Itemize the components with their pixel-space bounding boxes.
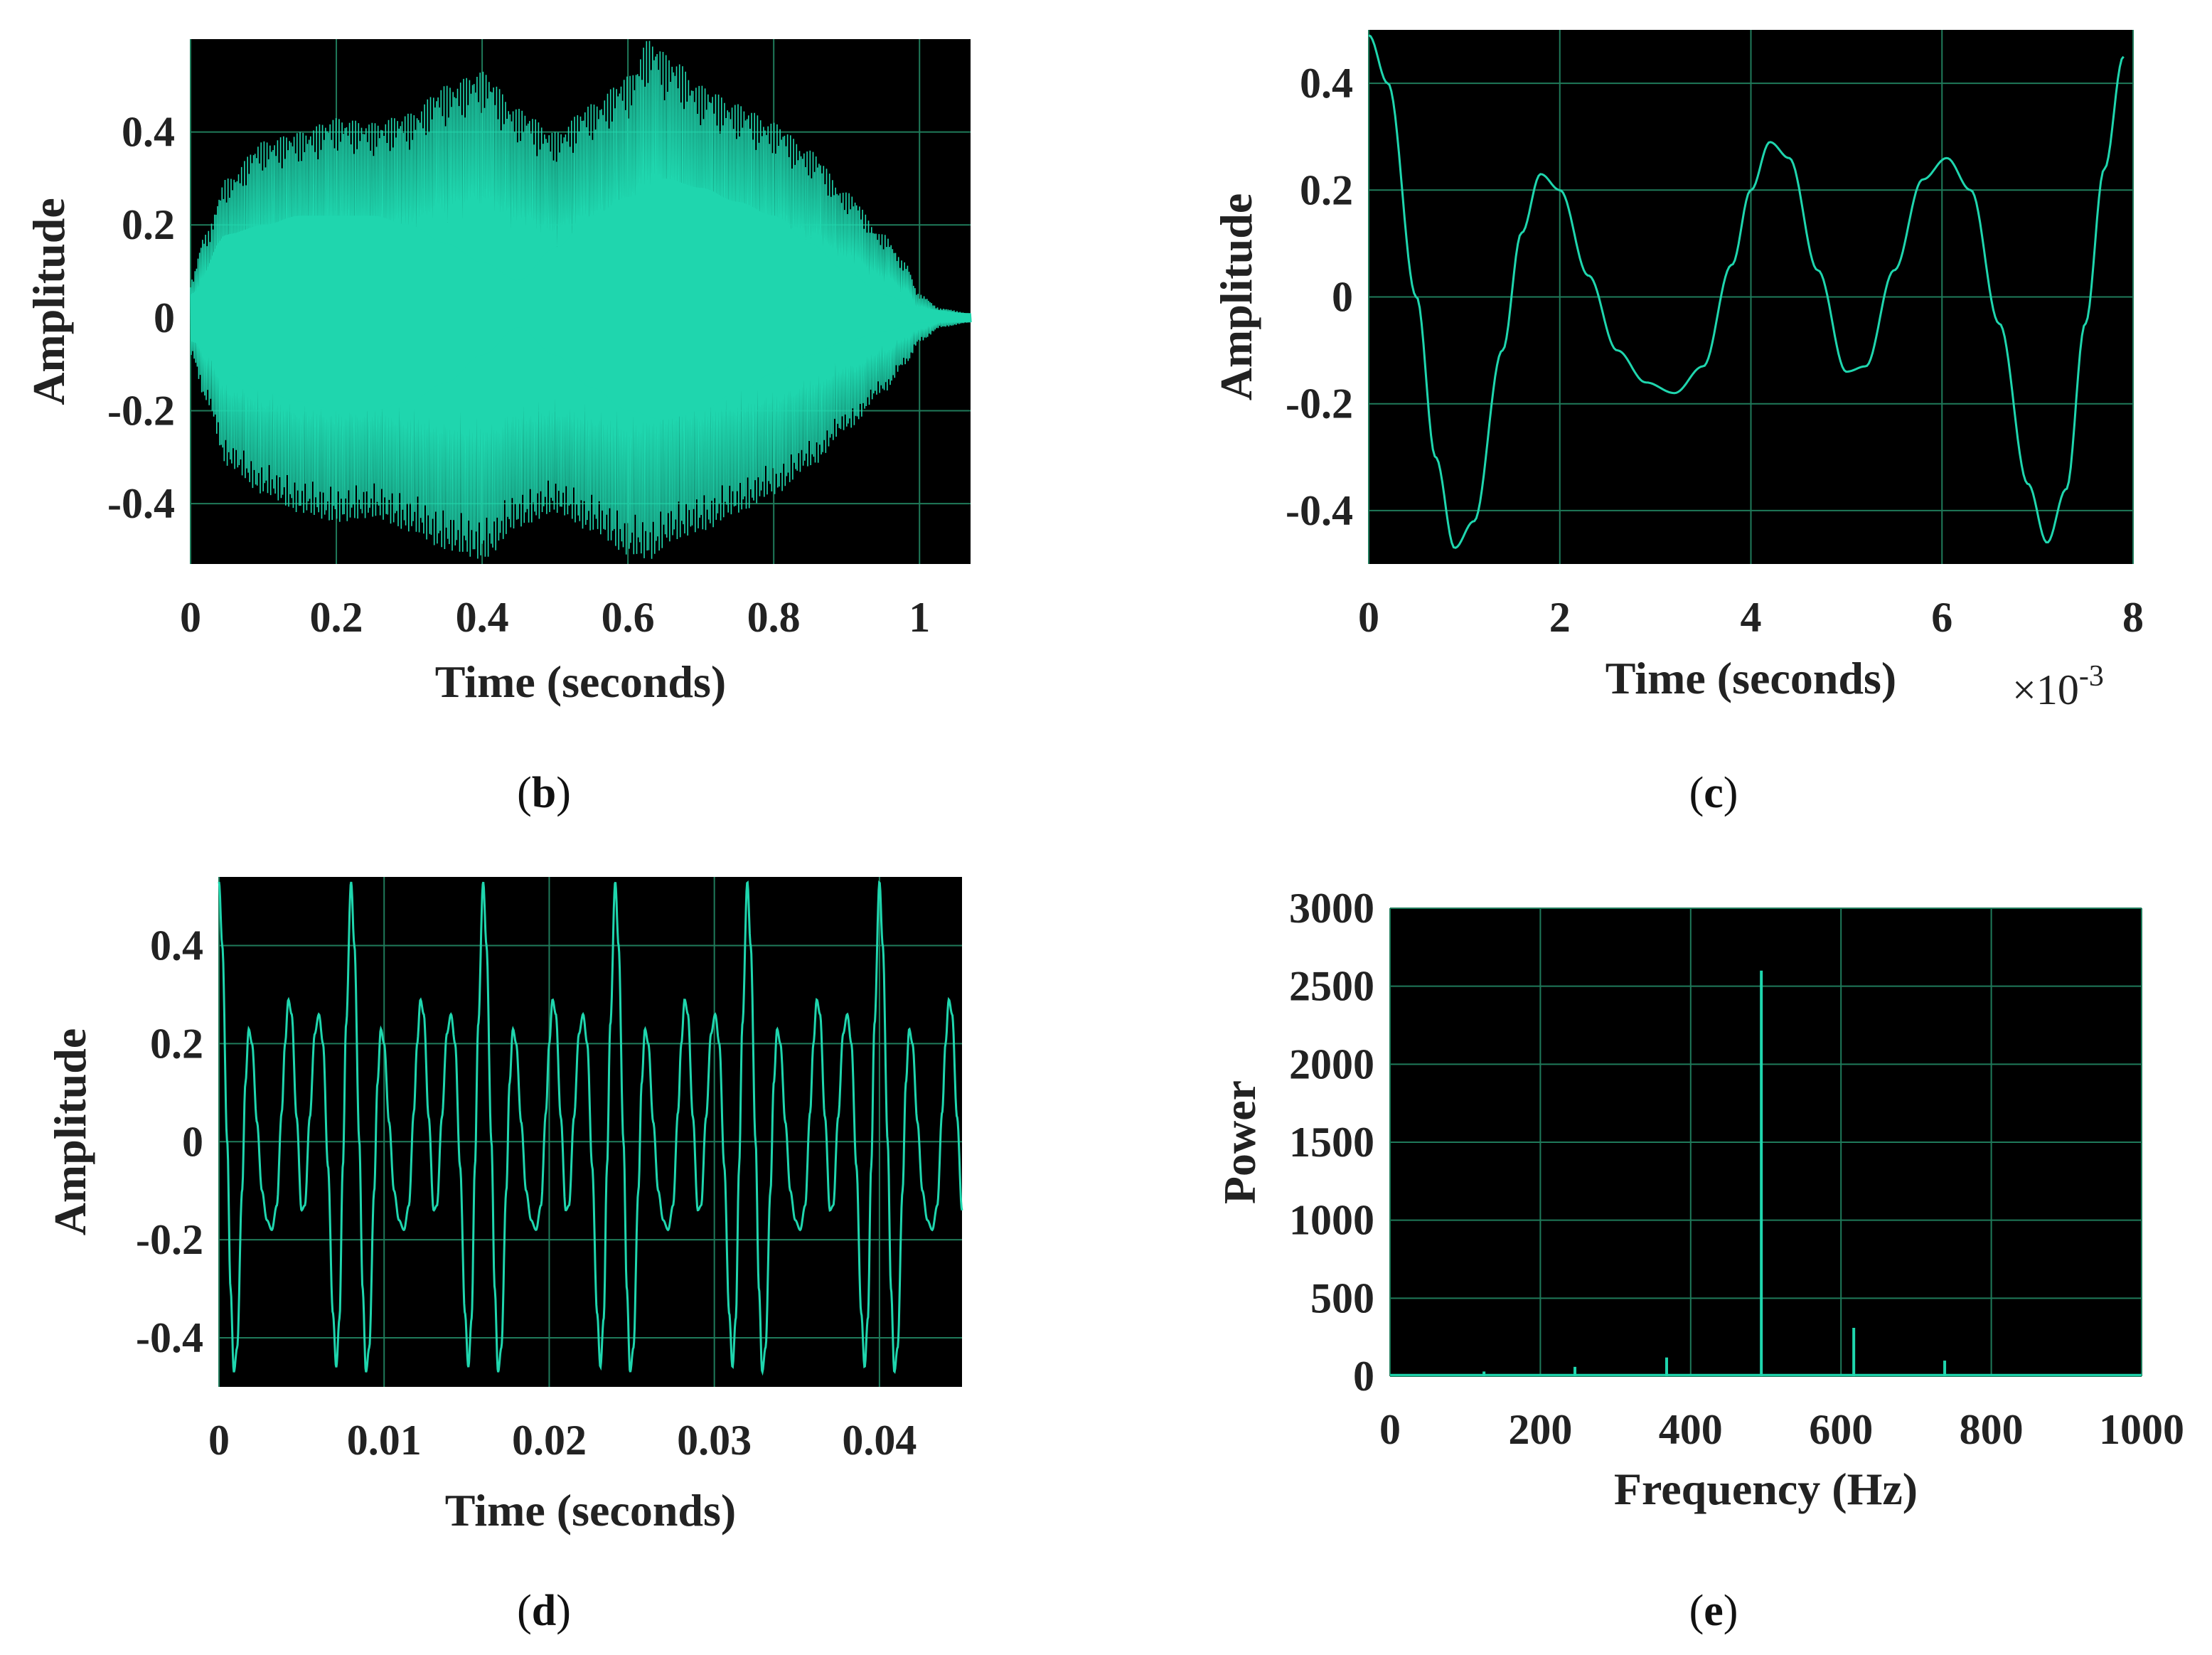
x-tick-label-b: 0 [180, 594, 201, 641]
panel-label-d: (d) [517, 1587, 571, 1635]
y-tick-label-d: 0 [182, 1118, 203, 1165]
x-tick-label-e: 0 [1379, 1406, 1401, 1453]
x-tick-label-e: 200 [1508, 1406, 1572, 1453]
y-tick-label-b: -0.4 [107, 480, 175, 527]
series-c [1368, 34, 2125, 549]
x-tick-label-c: 8 [2122, 594, 2144, 641]
x-tick-label-b: 0.6 [602, 594, 655, 641]
y-axis-label-c: Amplitude [1211, 193, 1261, 401]
x-exponent-base-c: ×10 [2012, 666, 2079, 713]
y-tick-label-d: 0.2 [150, 1020, 203, 1067]
series-b [190, 41, 972, 559]
y-ticks-c: -0.4 -0.2 0 0.2 0.4 [1286, 60, 1353, 534]
x-tick-label-b: 0.8 [747, 594, 801, 641]
panel-b: 0 0.2 0.4 0.6 0.8 1 -0.4 -0.2 0 0.2 0.4 Time (sec… [23, 39, 972, 817]
x-ticks-c: 0 2 4 6 8 [1358, 594, 2144, 641]
x-exponent-power-c: -3 [2079, 660, 2104, 693]
y-tick-label-b: 0 [154, 294, 175, 341]
panel-letter-e: e [1704, 1587, 1724, 1635]
x-tick-label-c: 0 [1358, 594, 1379, 641]
x-tick-label-e: 400 [1659, 1406, 1723, 1453]
x-ticks-d: 0 0.01 0.02 0.03 0.04 [208, 1417, 917, 1464]
y-tick-label-d: 0.4 [150, 922, 203, 969]
y-tick-label-e: 1500 [1289, 1119, 1374, 1166]
y-tick-label-b: -0.2 [107, 387, 175, 434]
panel-letter-c: c [1704, 769, 1724, 817]
y-tick-label-c: 0 [1332, 274, 1353, 321]
signal-trace-c [1368, 34, 2125, 549]
y-tick-label-e: 500 [1310, 1274, 1374, 1321]
x-axis-label-b: Time (seconds) [435, 656, 726, 707]
x-tick-label-b: 0.2 [310, 594, 363, 641]
x-tick-label-e: 600 [1809, 1406, 1873, 1453]
x-tick-label-e: 800 [1960, 1406, 2024, 1453]
x-tick-label-d: 0.01 [347, 1417, 422, 1464]
y-tick-label-d: -0.4 [136, 1314, 203, 1361]
x-tick-label-b: 1 [909, 594, 930, 641]
panel-d: 0 0.01 0.02 0.03 0.04 -0.4 -0.2 0 0.2 0.4 Time (… [45, 877, 963, 1635]
series-d [218, 880, 963, 1376]
x-ticks-b: 0 0.2 0.4 0.6 0.8 1 [180, 594, 930, 641]
series-e [1390, 970, 2142, 1376]
panel-label-b: (b) [517, 769, 571, 817]
panel-letter-d: d [532, 1587, 556, 1635]
y-axis-label-e: Power [1214, 1080, 1265, 1204]
grid-c [1368, 30, 2134, 564]
grid-e [1389, 908, 2142, 1377]
y-tick-label-e: 3000 [1289, 885, 1374, 932]
panel-letter-b: b [532, 769, 556, 817]
x-tick-label-c: 2 [1549, 594, 1571, 641]
y-tick-label-e: 2500 [1289, 963, 1374, 1010]
y-tick-label-c: 0.2 [1300, 166, 1353, 213]
y-tick-label-e: 2000 [1289, 1041, 1374, 1087]
y-ticks-b: -0.4 -0.2 0 0.2 0.4 [107, 109, 175, 527]
y-axis-label-b: Amplitude [23, 198, 74, 405]
x-axis-label-c: Time (seconds) [1605, 653, 1896, 703]
y-tick-label-c: -0.4 [1286, 487, 1353, 534]
panel-label-c: (c) [1689, 769, 1738, 817]
y-tick-label-b: 0.2 [122, 201, 175, 248]
x-tick-label-b: 0.4 [456, 594, 509, 641]
panel-e: 0 200 400 600 800 1000 0 500 1000 1500 2000 2500 30… [1214, 885, 2184, 1635]
x-exponent-label-c: ×10-3 [2012, 660, 2104, 713]
y-tick-label-e: 0 [1353, 1353, 1374, 1400]
y-ticks-e: 0 500 1000 1500 2000 2500 3000 [1289, 885, 1374, 1400]
y-tick-label-e: 1000 [1289, 1197, 1374, 1244]
x-tick-label-d: 0.04 [842, 1417, 917, 1464]
x-tick-label-d: 0 [208, 1417, 230, 1464]
signal-trace-d [218, 880, 963, 1376]
y-tick-label-c: -0.2 [1286, 381, 1353, 427]
y-tick-label-d: -0.2 [136, 1216, 203, 1263]
x-tick-label-c: 6 [1931, 594, 1952, 641]
x-tick-label-c: 4 [1741, 594, 1762, 641]
y-axis-label-d: Amplitude [45, 1028, 95, 1236]
x-axis-label-d: Time (seconds) [445, 1485, 736, 1536]
x-axis-label-e: Frequency (Hz) [1614, 1464, 1918, 1514]
x-ticks-e: 0 200 400 600 800 1000 [1379, 1406, 2184, 1453]
panel-c: 0 2 4 6 8 -0.4 -0.2 0 0.2 0.4 Time (seconds) Amp… [1211, 30, 2144, 817]
signal-core-b [191, 178, 971, 420]
y-tick-label-b: 0.4 [122, 109, 175, 156]
y-ticks-d: -0.4 -0.2 0 0.2 0.4 [136, 922, 203, 1362]
y-tick-label-c: 0.4 [1300, 60, 1353, 107]
panel-label-e: (e) [1689, 1587, 1738, 1635]
x-tick-label-d: 0.02 [512, 1417, 587, 1464]
x-tick-label-e: 1000 [2099, 1406, 2184, 1453]
x-tick-label-d: 0.03 [677, 1417, 752, 1464]
